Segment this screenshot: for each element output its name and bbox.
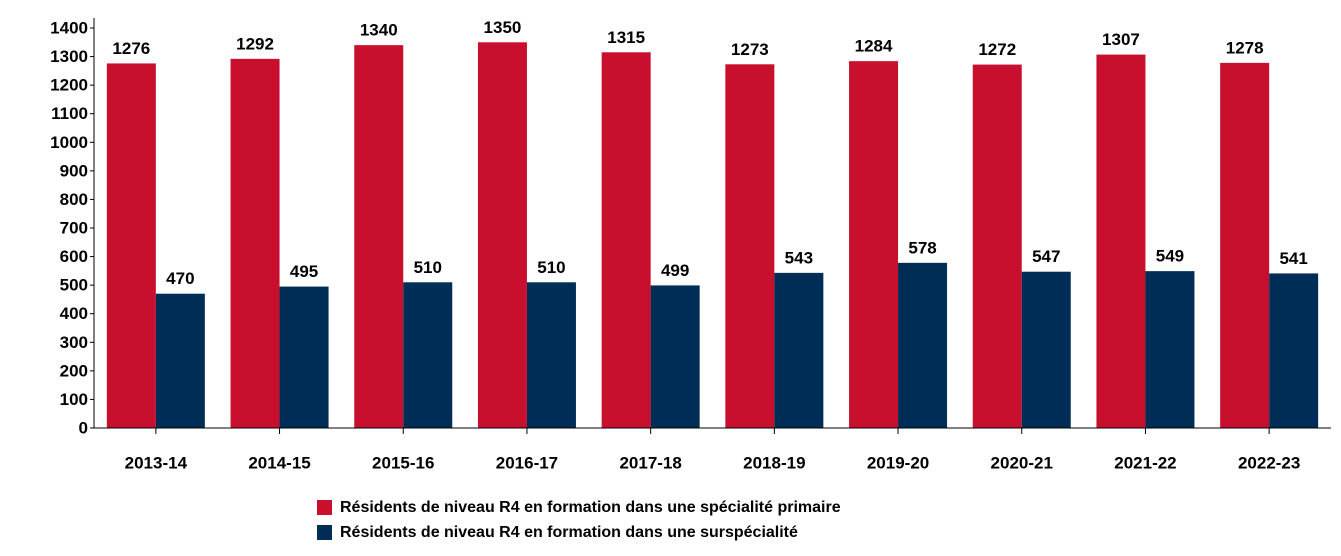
value-label: 1350 xyxy=(484,18,522,37)
bar xyxy=(155,293,205,428)
bar xyxy=(354,45,404,429)
value-label: 510 xyxy=(414,258,442,277)
value-label: 499 xyxy=(661,261,689,280)
value-label: 510 xyxy=(537,258,565,277)
x-tick-label: 2013-14 xyxy=(125,453,188,472)
value-label: 543 xyxy=(785,248,813,267)
legend-swatch xyxy=(317,500,332,515)
x-tick-label: 2020-21 xyxy=(991,453,1053,472)
y-tick-label: 1300 xyxy=(50,47,88,66)
x-tick-label: 2018-19 xyxy=(743,453,805,472)
value-label: 1278 xyxy=(1226,38,1264,57)
y-tick-label: 300 xyxy=(60,333,88,352)
bar xyxy=(230,58,280,428)
legend-label: Résidents de niveau R4 en formation dans… xyxy=(340,524,798,541)
bar xyxy=(403,282,453,428)
bar xyxy=(526,282,576,428)
y-tick-label: 1400 xyxy=(50,18,88,37)
bar xyxy=(898,262,948,428)
bar xyxy=(477,42,527,429)
x-tick-label: 2015-16 xyxy=(372,453,434,472)
legend-swatch xyxy=(317,525,332,540)
value-label: 578 xyxy=(908,238,936,257)
y-tick-label: 100 xyxy=(60,390,88,409)
bar xyxy=(279,286,329,428)
value-label: 541 xyxy=(1279,249,1307,268)
bar xyxy=(1220,62,1270,428)
value-label: 1315 xyxy=(607,28,645,47)
y-tick-label: 600 xyxy=(60,247,88,266)
y-tick-label: 1200 xyxy=(50,76,88,95)
y-tick-label: 1100 xyxy=(51,104,88,123)
value-label: 1292 xyxy=(236,34,274,53)
bar xyxy=(1269,273,1319,428)
x-tick-label: 2019-20 xyxy=(867,453,929,472)
bar xyxy=(774,272,824,428)
x-tick-label: 2022-23 xyxy=(1238,453,1300,472)
y-tick-label: 500 xyxy=(60,276,88,295)
y-tick-label: 200 xyxy=(60,361,88,380)
value-label: 1307 xyxy=(1102,30,1140,49)
value-label: 547 xyxy=(1032,247,1060,266)
x-tick-label: 2017-18 xyxy=(619,453,681,472)
x-tick-label: 2014-15 xyxy=(248,453,310,472)
bar xyxy=(972,64,1022,429)
value-label: 470 xyxy=(166,269,194,288)
value-label: 1340 xyxy=(360,21,398,40)
y-tick-label: 1000 xyxy=(50,133,88,152)
bar xyxy=(650,285,700,428)
y-tick-label: 800 xyxy=(60,190,88,209)
value-label: 1272 xyxy=(978,40,1016,59)
y-tick-label: 0 xyxy=(79,418,88,437)
bar xyxy=(1145,271,1195,428)
value-label: 1276 xyxy=(112,39,150,58)
value-label: 1284 xyxy=(855,37,893,56)
bar xyxy=(601,52,651,429)
bar xyxy=(106,63,156,429)
y-tick-label: 900 xyxy=(60,161,88,180)
y-tick-label: 700 xyxy=(60,218,88,237)
value-label: 549 xyxy=(1156,247,1184,266)
legend-label: Résidents de niveau R4 en formation dans… xyxy=(340,499,841,516)
bar xyxy=(849,61,899,429)
bar xyxy=(1096,54,1146,428)
x-tick-label: 2021-22 xyxy=(1114,453,1176,472)
value-label: 1273 xyxy=(731,40,769,59)
bar xyxy=(725,64,775,429)
value-label: 495 xyxy=(290,262,318,281)
bar xyxy=(1021,271,1071,428)
y-tick-label: 400 xyxy=(60,304,88,323)
x-tick-label: 2016-17 xyxy=(496,453,558,472)
